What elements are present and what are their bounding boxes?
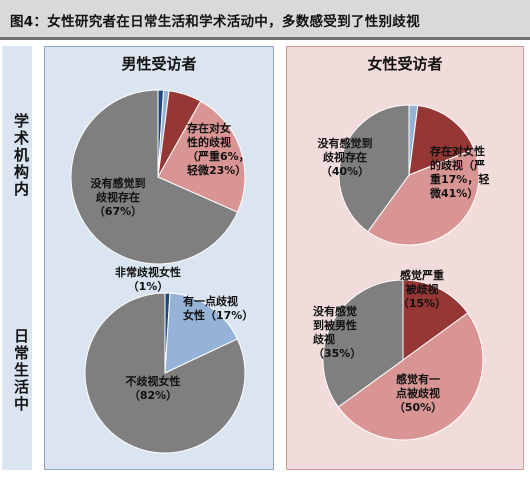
male-daily-slice-1 <box>164 292 239 374</box>
female-daily-label-2: 没有感觉到被男性歧视（35%） <box>313 304 361 360</box>
row-label-column <box>2 46 32 470</box>
female-academic-slice-1 <box>408 104 475 176</box>
panel-female: 女性受访者 <box>286 46 524 470</box>
male-academic-label-0: 存在对女性的歧视（严重6%，轻微23%） <box>187 121 250 177</box>
female-academic-slice-2 <box>367 148 480 246</box>
male-daily-label-0: 非常歧视女性（1%） <box>115 265 181 293</box>
male-academic-label-1: 没有感觉到歧视存在（67%） <box>91 176 146 218</box>
female-academic-label-0: 没有感觉到歧视存在（40%） <box>318 136 373 178</box>
male-academic-slice-4 <box>70 89 239 265</box>
female-daily-slice-2 <box>322 279 404 408</box>
row-label-daily: 日常生活中 <box>12 327 30 413</box>
female-daily-slice-0 <box>402 279 469 361</box>
chart-title: 图4：女性研究者在日常生活和学术活动中，多数感受到了性别歧视 <box>10 14 420 30</box>
column-header-female: 女性受访者 <box>367 55 443 73</box>
female-daily-slice-1 <box>337 312 484 441</box>
female-academic-slice-3 <box>338 104 410 233</box>
row-label-academic: 学术机构内 <box>12 112 30 198</box>
column-header-male: 男性受访者 <box>121 55 197 73</box>
title-bar: 图4：女性研究者在日常生活和学术活动中，多数感受到了性别歧视 <box>0 0 530 40</box>
male-daily-label-1: 有一点歧视女性（17%） <box>183 294 253 322</box>
male-daily-label-2: 不歧视女性（82%） <box>126 374 181 402</box>
male-daily-slice-2 <box>84 292 246 454</box>
female-academic-label-1: 存在对女性的歧视（严重17%，轻微41%） <box>429 144 489 200</box>
female-daily-label-1: 感觉有一点被歧视（50%） <box>394 372 442 414</box>
male-academic-slice-3 <box>157 100 246 213</box>
female-daily-label-0: 感觉严重被歧视（15%） <box>398 268 446 310</box>
